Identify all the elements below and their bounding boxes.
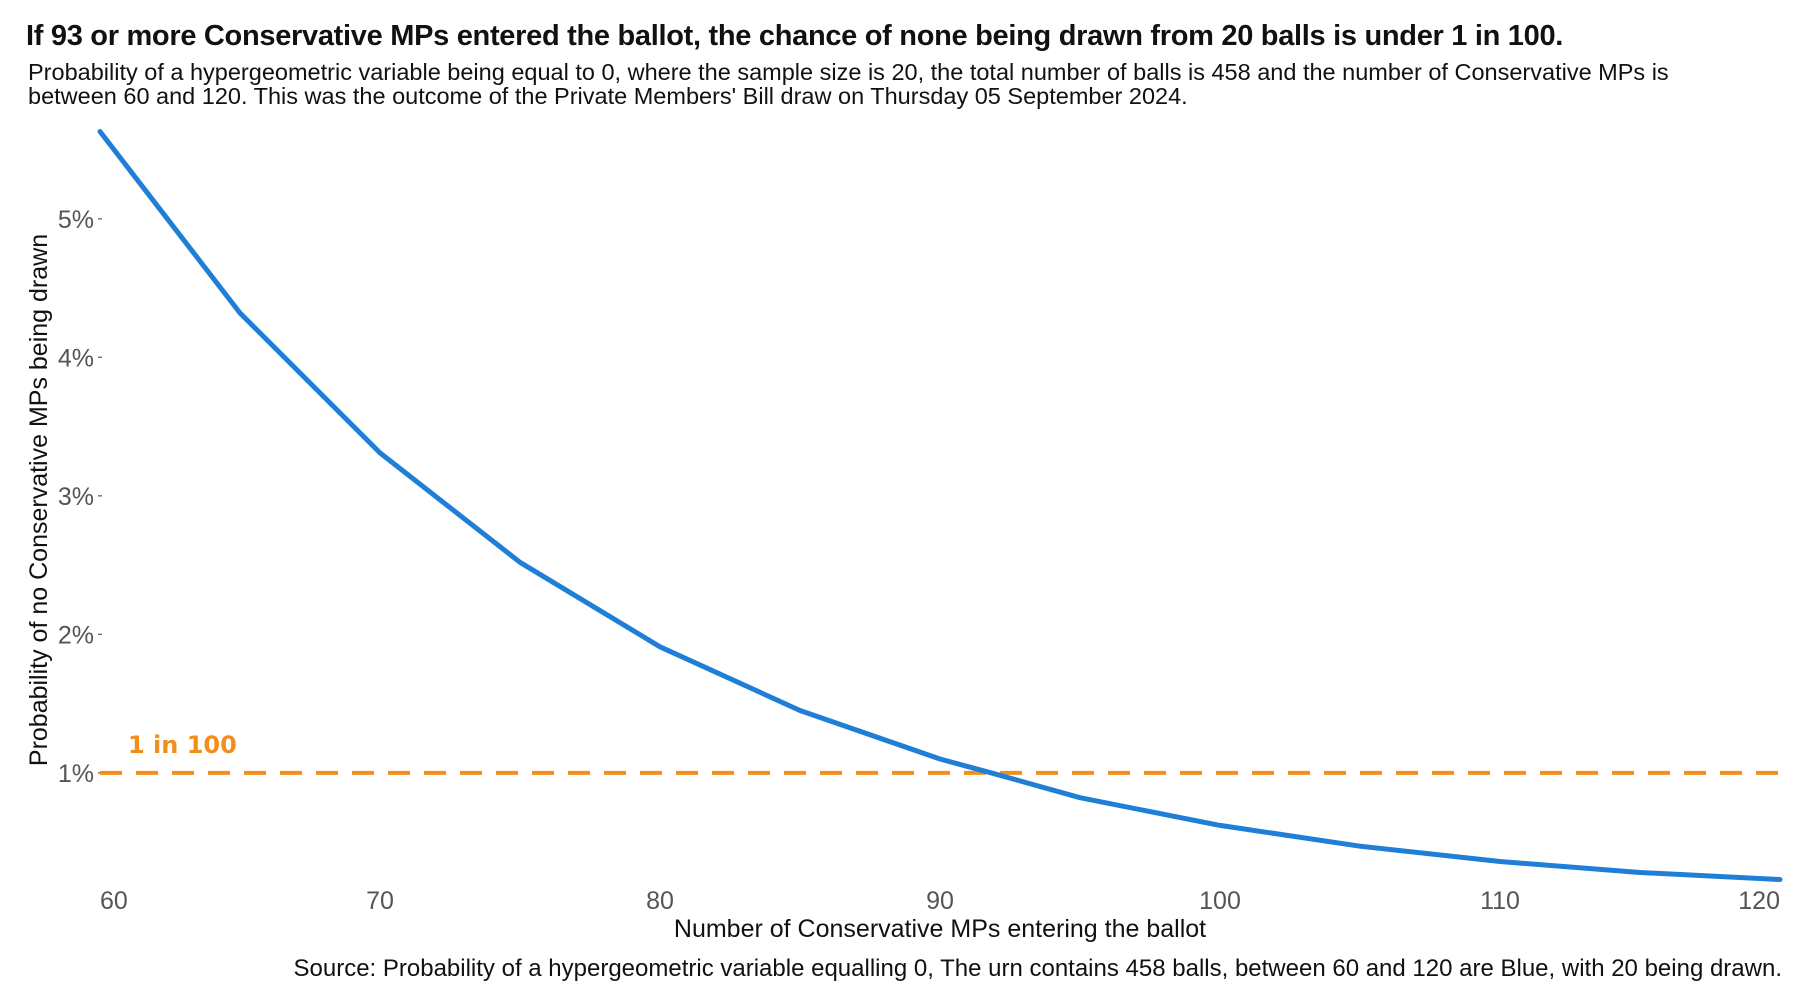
y-tick-label: 3% bbox=[58, 483, 94, 511]
y-axis-label: Probability of no Conservative MPs being… bbox=[25, 234, 53, 766]
y-tick-label: 2% bbox=[58, 621, 94, 649]
y-tick-label: 1% bbox=[58, 760, 94, 788]
x-tick-label: 70 bbox=[366, 887, 394, 915]
x-tick-label: 60 bbox=[100, 887, 128, 915]
x-tick-label: 120 bbox=[1738, 887, 1780, 915]
reference-line-label: 1 in 100 bbox=[128, 731, 237, 759]
x-tick-label: 100 bbox=[1199, 887, 1241, 915]
x-tick-label: 90 bbox=[926, 887, 954, 915]
y-tick-label: 5% bbox=[58, 206, 94, 234]
y-tick-label: 4% bbox=[58, 344, 94, 372]
x-tick-label: 110 bbox=[1480, 887, 1520, 915]
y-axis: 1% 2% 3% 4% 5% bbox=[58, 206, 102, 788]
series-line bbox=[97, 129, 1783, 882]
x-axis: 60 70 80 90 100 110 120 bbox=[100, 887, 1780, 915]
x-axis-label: Number of Conservative MPs entering the … bbox=[674, 915, 1206, 943]
chart-title: If 93 or more Conservative MPs entered t… bbox=[26, 20, 1564, 52]
source-note: Source: Probability of a hypergeometric … bbox=[293, 955, 1783, 982]
chart-subtitle: Probability of a hypergeometric variable… bbox=[28, 59, 1669, 109]
x-tick-label: 80 bbox=[646, 887, 674, 915]
